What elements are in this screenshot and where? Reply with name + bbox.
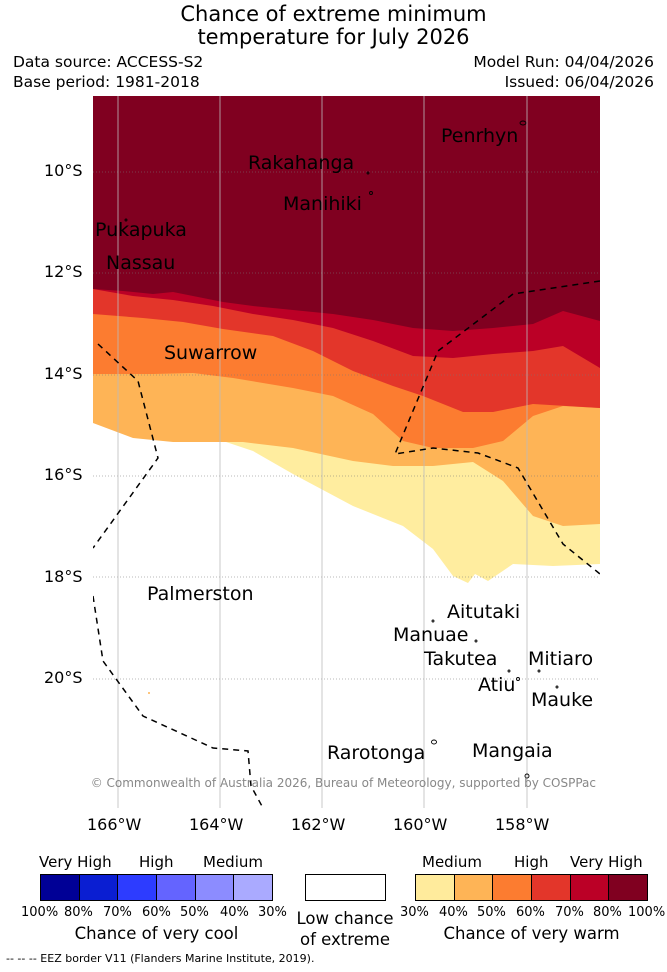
- cool-level-medium: Medium: [203, 853, 263, 871]
- mauke-island: [555, 685, 559, 689]
- cool-legend-label: Chance of very cool: [74, 924, 239, 943]
- place-suwarrow: Suwarrow: [164, 342, 258, 364]
- graticule-meridians: [117, 96, 528, 808]
- lat-tick-14s: 14°S: [44, 364, 83, 383]
- place-nassau: Nassau: [106, 252, 176, 274]
- lon-tick-164w: 164°W: [189, 815, 244, 834]
- place-rakahanga: Rakahanga: [248, 152, 355, 174]
- lat-tick-20s: 20°S: [44, 668, 83, 687]
- lon-tick-162w: 162°W: [291, 815, 346, 834]
- warm-swatch-40: [454, 875, 494, 900]
- place-rarotonga: Rarotonga: [327, 742, 426, 764]
- warm-swatch-80: [609, 875, 648, 900]
- cool-pct-70: 70%: [103, 905, 132, 920]
- warm-pct-60: 60%: [516, 905, 545, 920]
- atiu-island: [516, 677, 520, 681]
- aitutaki-island: [431, 619, 435, 623]
- title-line-2: temperature for July 2026: [197, 25, 470, 49]
- forecast-map: [93, 96, 600, 808]
- neutral-swatch: [305, 874, 386, 901]
- warm-level-high: High: [514, 853, 549, 871]
- place-aitutaki: Aitutaki: [447, 601, 521, 623]
- palmerston-island: [148, 692, 150, 694]
- place-manuae: Manuae: [393, 624, 469, 646]
- place-atiu: Atiu: [478, 674, 516, 696]
- pukapuka-island: [124, 218, 128, 222]
- warm-pct-100: 100%: [628, 905, 666, 920]
- cool-swatch-60: [157, 875, 196, 900]
- place-mitiaro: Mitiaro: [528, 648, 594, 670]
- cool-level-very-high: Very High: [39, 853, 112, 871]
- islands: [124, 120, 559, 779]
- takutea-island: [507, 669, 511, 673]
- cool-swatch-100: [41, 875, 80, 900]
- manihiki-island: [369, 191, 373, 195]
- place-pukapuka: Pukapuka: [95, 219, 187, 241]
- cool-swatch-80: [79, 875, 119, 900]
- place-palmerston: Palmerston: [147, 583, 254, 605]
- neutral-label-line-2: of extreme: [299, 930, 391, 949]
- warm-swatch-70: [570, 875, 610, 900]
- place-mauke: Mauke: [531, 689, 594, 711]
- place-mangaia: Mangaia: [472, 740, 553, 762]
- eez-border: [93, 280, 600, 808]
- copyright-notice: © Commonwealth of Australia 2026, Bureau…: [90, 776, 596, 790]
- lat-tick-16s: 16°S: [44, 465, 83, 484]
- warm-level-very-high: Very High: [570, 853, 643, 871]
- warm-level-medium: Medium: [422, 853, 482, 871]
- cool-swatch-70: [118, 875, 158, 900]
- cool-pct-80: 80%: [64, 905, 93, 920]
- graticule: [93, 171, 600, 680]
- mitiaro-island: [537, 669, 541, 673]
- cool-pct-30: 30%: [258, 905, 287, 920]
- neutral-label: Low chance of extreme: [285, 908, 405, 950]
- cool-pct-40: 40%: [220, 905, 249, 920]
- data-source: Data source: ACCESS-S2: [13, 53, 204, 71]
- cool-swatch-40: [234, 875, 273, 900]
- cool-pct-60: 60%: [142, 905, 171, 920]
- title-line-1: Chance of extreme minimum: [180, 2, 487, 26]
- place-penrhyn: Penrhyn: [441, 125, 519, 147]
- lat-tick-18s: 18°S: [44, 567, 83, 586]
- warm-swatch-60: [532, 875, 571, 900]
- warm-swatch-50: [493, 875, 533, 900]
- warm-swatch-30: [416, 875, 455, 900]
- place-takutea: Takutea: [424, 648, 498, 670]
- place-manihiki: Manihiki: [283, 193, 362, 215]
- cool-pct-50: 50%: [180, 905, 209, 920]
- lat-tick-10s: 10°S: [44, 161, 83, 180]
- chart-title: Chance of extreme minimum temperature fo…: [0, 3, 667, 49]
- base-period: Base period: 1981-2018: [13, 73, 200, 91]
- mangaia-island: [524, 773, 530, 779]
- model-run: Model Run: 04/04/2026: [473, 53, 654, 71]
- cool-pct-100: 100%: [21, 905, 59, 920]
- manuae-island: [474, 639, 478, 643]
- eez-footnote: -- -- -- EEZ border V11 (Flanders Marine…: [6, 952, 315, 965]
- cool-level-high: High: [139, 853, 174, 871]
- rakahanga-island: [366, 171, 370, 175]
- warm-pct-30: 30%: [400, 905, 429, 920]
- warm-pct-80: 80%: [593, 905, 622, 920]
- lon-tick-160w: 160°W: [393, 815, 448, 834]
- neutral-label-line-1: Low chance: [296, 909, 394, 928]
- penrhyn-island: [519, 120, 527, 126]
- cool-colorbar: [40, 874, 273, 901]
- warm-pct-50: 50%: [477, 905, 506, 920]
- warm-pct-40: 40%: [439, 905, 468, 920]
- lon-tick-158w: 158°W: [495, 815, 550, 834]
- lat-tick-12s: 12°S: [44, 262, 83, 281]
- issued-date: Issued: 06/04/2026: [504, 73, 654, 91]
- rarotonga-island: [431, 739, 437, 745]
- cool-swatch-50: [195, 875, 235, 900]
- warm-colorbar: [415, 874, 648, 901]
- lon-tick-166w: 166°W: [87, 815, 142, 834]
- warm-pct-70: 70%: [555, 905, 584, 920]
- warm-legend-label: Chance of very warm: [443, 924, 620, 943]
